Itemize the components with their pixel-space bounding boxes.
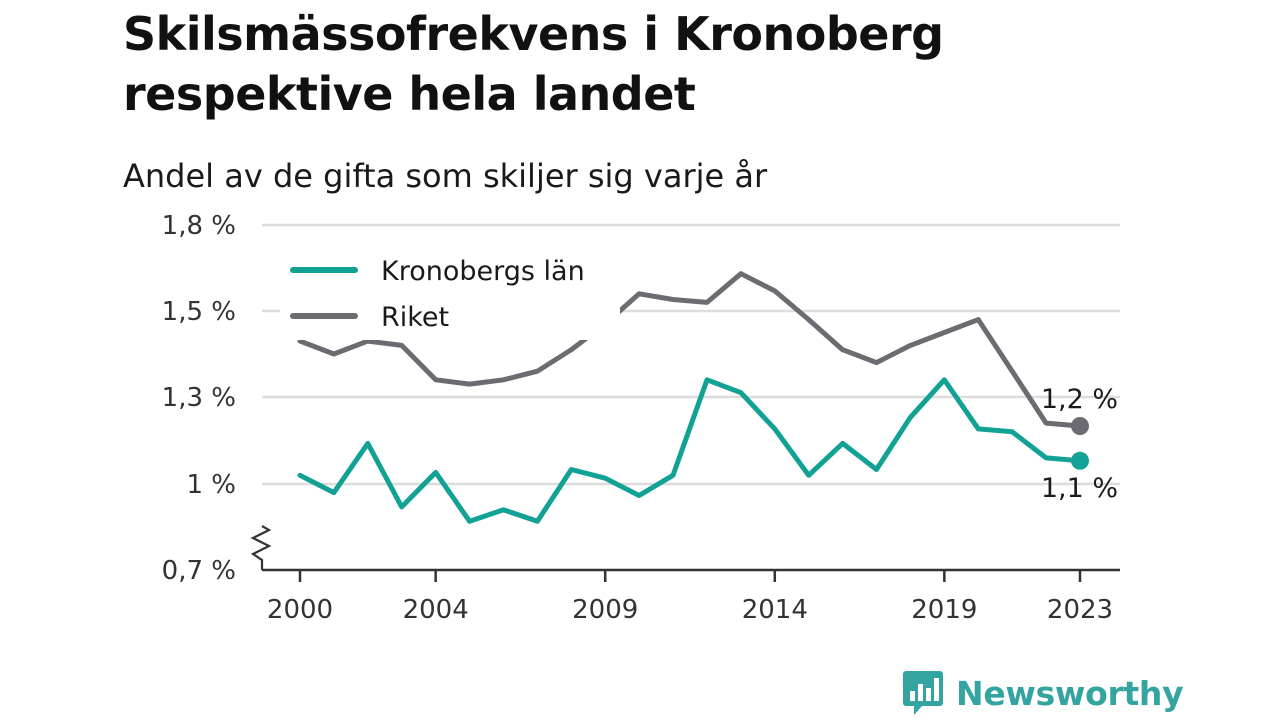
- y-tick-label: 1 %: [186, 470, 236, 500]
- axis-break-icon: [250, 525, 272, 570]
- legend-background: [280, 245, 620, 340]
- x-tick-label: 2014: [742, 595, 808, 625]
- x-tick-label: 2000: [267, 595, 333, 625]
- legend: Kronobergs län Riket: [280, 245, 620, 340]
- y-axis-tick-labels: 0,7 % 1 % 1,3 % 1,5 % 1,8 %: [162, 211, 236, 586]
- x-tick-label: 2023: [1047, 595, 1113, 625]
- series-line-kronobergs-län: [297, 377, 1083, 524]
- end-value-label: 1,1 %: [1041, 473, 1118, 504]
- legend-label: Riket: [381, 302, 449, 333]
- chart-subtitle: Andel av de gifta som skiljer sig varje …: [123, 157, 768, 195]
- y-tick-label: 1,5 %: [162, 297, 236, 327]
- legend-label: Kronobergs län: [381, 256, 585, 287]
- chart-title: Skilsmässofrekvens i Kronoberg respektiv…: [123, 7, 944, 121]
- brand-name: Newsworthy: [956, 673, 1184, 713]
- newsworthy-chat-bars-icon: [903, 671, 943, 715]
- x-tick-label: 2004: [403, 595, 469, 625]
- end-value-label: 1,2 %: [1041, 384, 1118, 415]
- y-tick-label: 0,7 %: [162, 556, 236, 586]
- series-end-point: [1071, 451, 1089, 470]
- x-tick-label: 2009: [572, 595, 638, 625]
- x-axis: 2000 2004 2009 2014 2019 2023: [250, 525, 1120, 625]
- series-end-point: [1071, 417, 1089, 435]
- end-labels: 1,1 % 1,2 %: [1041, 384, 1118, 504]
- series-line-riket: [297, 271, 1083, 429]
- y-tick-label: 1,3 %: [162, 383, 236, 413]
- y-tick-label: 1,8 %: [162, 211, 236, 241]
- x-tick-label: 2019: [911, 595, 977, 625]
- series-lines: [297, 271, 1089, 524]
- brand-logo: Newsworthy: [902, 668, 1184, 718]
